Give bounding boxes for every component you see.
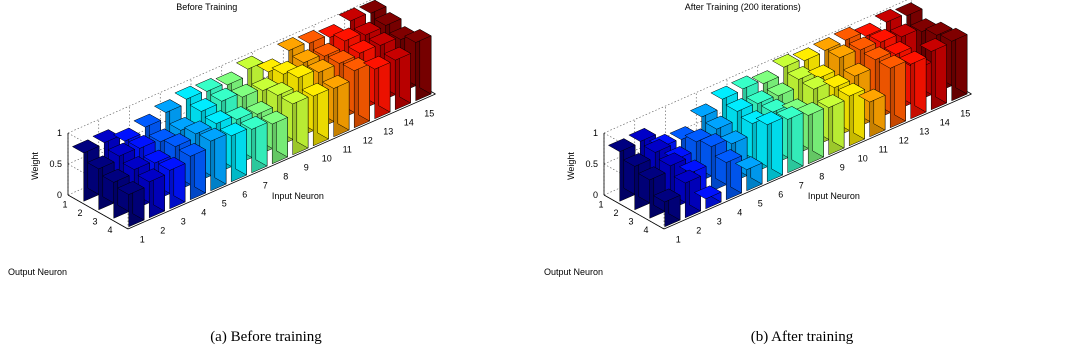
bar-in2-out4 [673,169,701,219]
y-axis-label: Output Neuron [8,267,67,277]
bar-in1-out1 [72,139,100,202]
x-tick-label: 14 [940,118,950,128]
bar-in6-out3 [740,110,768,174]
bars [72,0,432,228]
bar-in5-out4 [199,127,227,192]
bar-in7-out4 [776,106,804,174]
x-tick-label: 12 [899,136,909,146]
bar-in2-out4 [137,168,165,219]
bar-in13-out4 [363,55,391,120]
bar-in1-out4 [117,181,145,228]
x-tick-label: 12 [363,136,373,146]
bar-in12-out4 [878,54,906,129]
x-tick-label: 11 [879,145,888,155]
x-tick-label: 7 [799,181,804,191]
bar-in9-out4 [281,90,309,156]
bar-in13-out4 [899,50,927,120]
z-tick-label: 0 [593,190,598,200]
y-tick-label: 3 [92,216,97,226]
x-tick-label: 7 [263,181,268,191]
x-axis-label: Input Neuron [808,191,860,201]
caption-after-training: (b) After training [750,329,854,345]
bar-in11-out4 [858,88,886,138]
x-tick-label: 15 [424,109,434,119]
bar-in1-out4 [653,188,681,228]
y-tick-label: 1 [62,199,67,209]
bar-in3-out4 [158,156,186,210]
bar-in9-out4 [817,94,845,156]
bar-in8-out4 [260,110,288,165]
y-tick-label: 4 [643,225,648,235]
x-tick-label: 9 [304,163,309,173]
bar-in6-out4 [755,111,783,183]
x-tick-label: 6 [242,190,247,200]
bar-in4-out4 [714,149,742,201]
chart-title: Before Training [176,2,237,12]
x-tick-label: 15 [960,109,970,119]
x-tick-label: 4 [201,208,206,218]
bar-in1-out1 [608,138,636,202]
bar-in7-out4 [240,116,268,174]
z-tick-label: 1 [57,128,62,138]
z-tick-label: 0 [57,190,62,200]
x-tick-label: 13 [919,127,929,137]
x-tick-label: 4 [737,208,742,218]
z-tick-label: 1 [593,128,598,138]
y-tick-label: 1 [598,199,603,209]
x-tick-label: 6 [778,190,783,200]
bar-in14-out4 [919,38,947,111]
x-tick-label: 1 [140,235,145,245]
x-tick-label: 13 [383,127,393,137]
bar-in15-out4 [940,27,968,102]
x-axis-label: Input Neuron [272,191,324,201]
bar-in5-out4 [735,156,763,192]
x-tick-label: 1 [676,235,681,245]
bar-in15-out4 [404,29,432,102]
x-tick-label: 2 [160,226,165,236]
x-tick-label: 2 [696,226,701,236]
x-tick-label: 9 [840,163,845,173]
x-tick-label: 14 [404,118,414,128]
bar-in11-out4 [322,75,350,138]
x-tick-label: 8 [283,172,288,182]
bar-in3-out4 [694,185,722,210]
z-axis-label: Weight [566,152,576,180]
y-tick-label: 2 [613,208,618,218]
x-tick-label: 10 [858,154,868,164]
bar-in12-out4 [342,57,370,129]
bar-in8-out4 [796,102,824,165]
x-tick-label: 5 [222,199,227,209]
z-axis-label: Weight [30,152,40,180]
y-tick-label: 2 [77,208,82,218]
bar-in4-out4 [178,143,206,201]
chart-title: After Training (200 iterations) [685,2,801,12]
bar-in14-out4 [383,46,411,111]
y-axis-label: Output Neuron [544,267,603,277]
x-tick-label: 3 [717,217,722,227]
bar-in6-out4 [219,122,247,183]
x-tick-label: 10 [322,154,332,164]
x-tick-label: 11 [343,145,352,155]
x-tick-label: 3 [181,217,186,227]
bar-in10-out4 [301,82,329,147]
z-tick-label: 0.5 [585,159,598,169]
chart-after-training: After Training (200 iterations) 0 0.5 1 Weig… [544,0,972,277]
x-tick-label: 8 [819,172,824,182]
y-tick-label: 4 [107,225,112,235]
x-tick-label: 5 [758,199,763,209]
bars [608,2,968,228]
caption-before-training: (a) Before training [210,329,322,345]
y-tick-label: 3 [628,216,633,226]
z-tick-label: 0.5 [49,159,62,169]
